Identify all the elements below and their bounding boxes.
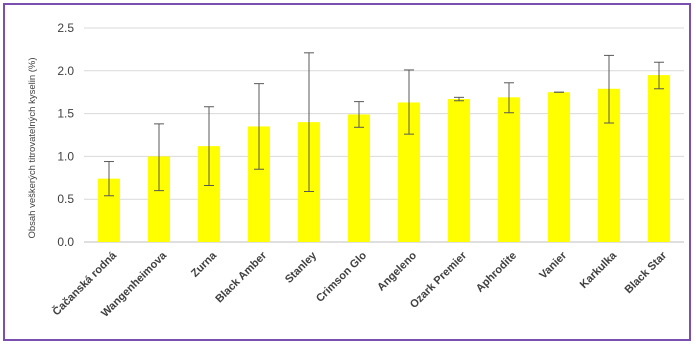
y-tick-label: 2.5 xyxy=(57,21,74,35)
bar xyxy=(398,102,420,242)
y-tick-label: 2.0 xyxy=(57,64,74,78)
bar xyxy=(348,114,370,242)
bar xyxy=(598,88,620,242)
bar xyxy=(148,156,170,242)
bar xyxy=(98,178,120,242)
x-tick-label: Black Star xyxy=(623,249,670,296)
bar-layer xyxy=(98,75,670,242)
bar xyxy=(498,97,520,242)
chart-frame xyxy=(3,3,691,341)
bar xyxy=(198,146,220,242)
bar xyxy=(448,99,470,242)
bar xyxy=(648,75,670,242)
y-tick-label: 1.5 xyxy=(57,107,74,121)
y-tick-label: 1.0 xyxy=(57,149,74,163)
x-tick-label: Angeleno xyxy=(375,249,419,293)
x-tick-label: Stanley xyxy=(283,249,320,286)
y-tick-label: 0.5 xyxy=(57,192,74,206)
error-bar-layer xyxy=(104,52,664,197)
x-tick-label: Vanier xyxy=(537,249,569,281)
x-tick-label: Karkulka xyxy=(578,249,620,291)
x-tick-label: Aphrodite xyxy=(474,250,519,295)
y-tick-label: 0.0 xyxy=(57,235,74,249)
x-tick-label: Zurna xyxy=(189,249,220,280)
y-axis-label: Obsah veškerých titrovatelných kyselin (… xyxy=(27,57,38,238)
bar xyxy=(248,126,270,242)
bar xyxy=(548,92,570,242)
grid-layer xyxy=(84,27,684,243)
x-tick-label: Black Amber xyxy=(213,249,269,305)
x-tick-label: Crimson Glo xyxy=(314,249,369,304)
